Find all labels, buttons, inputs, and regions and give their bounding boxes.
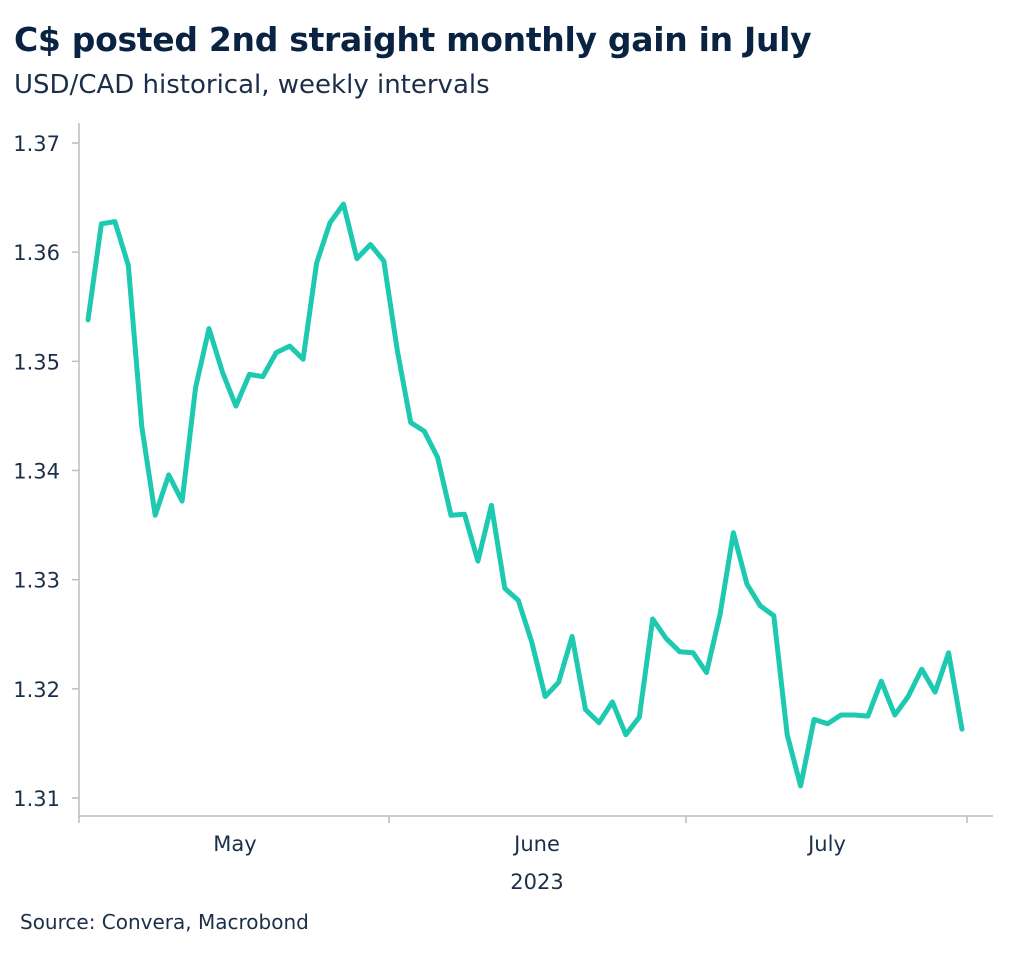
y-tick-label: 1.34 (13, 460, 60, 484)
x-tick-label: May (213, 832, 256, 856)
source-note: Source: Convera, Macrobond (20, 910, 309, 934)
y-tick-label: 1.36 (13, 241, 60, 265)
x-tick-label: June (512, 832, 560, 856)
y-tick-label: 1.37 (13, 132, 60, 156)
series-line-0 (85, 201, 965, 789)
chart-title: C$ posted 2nd straight monthly gain in J… (14, 20, 812, 59)
y-tick-label: 1.35 (13, 350, 60, 374)
y-tick-label: 1.31 (13, 787, 60, 811)
chart-subtitle: USD/CAD historical, weekly intervals (14, 70, 490, 100)
y-tick-label: 1.32 (13, 678, 60, 702)
y-axis: 1.31 1.32 1.33 1.34 1.35 1.36 1.37 (13, 123, 80, 818)
y-tick-label: 1.33 (13, 569, 60, 593)
x-axis-year-label: 2023 (510, 870, 563, 894)
x-tick-label: July (806, 832, 846, 856)
series-group (85, 201, 965, 789)
x-axis: May June July 2023 (78, 815, 993, 894)
